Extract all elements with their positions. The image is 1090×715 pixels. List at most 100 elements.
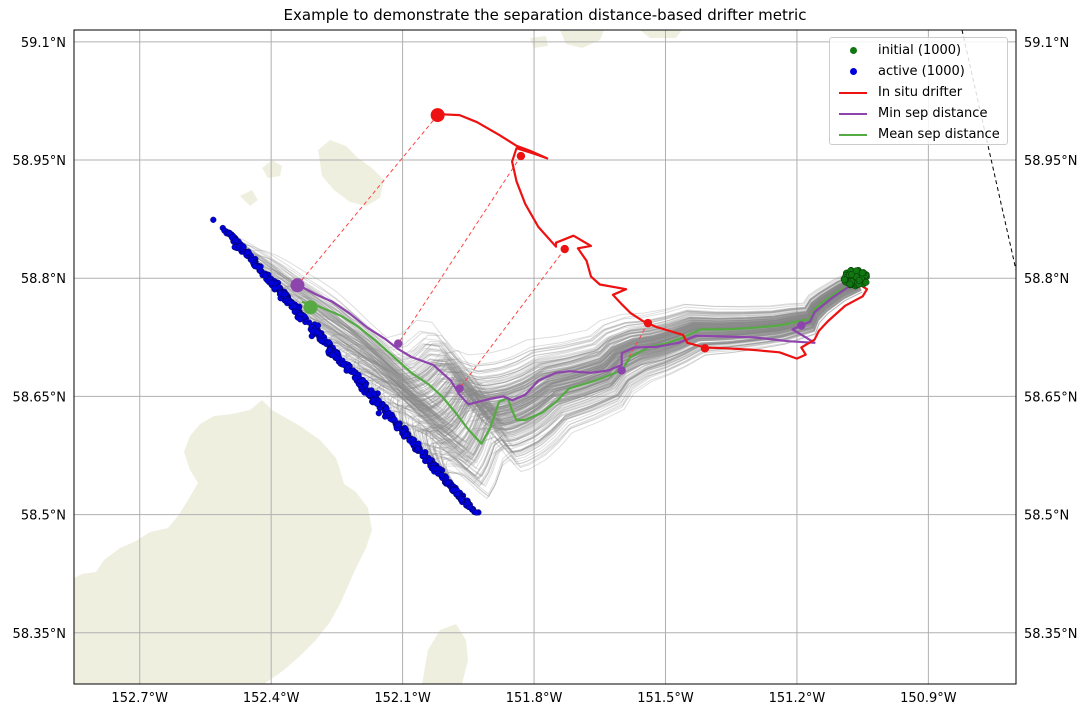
min-sep-marker [455,384,464,393]
initial-particle [846,280,854,288]
legend-label: initial (1000) [878,43,962,58]
legend-swatch [836,47,870,54]
particle-track [356,280,859,421]
particle-track [347,285,861,438]
particle-track [328,283,860,420]
particle-track [281,284,860,414]
lat-tick-label-left: 58.5°N [21,509,66,524]
particle-track [378,285,861,449]
particle-track [395,280,859,439]
particle-track [345,273,856,388]
particle-track [417,278,858,473]
active-particle [426,457,433,464]
particle-track [384,284,860,447]
separation-link [397,155,522,344]
particle-track [370,279,858,422]
particle-track [426,287,861,479]
particle-track [368,280,858,424]
particle-track [277,284,860,411]
particle-track [257,264,858,384]
particle-track [414,280,859,467]
active-particle [371,390,378,397]
particle-track [401,286,861,464]
particle-track [248,255,859,394]
min-sep-marker [797,321,806,330]
lon-tick-label: 152.1°W [374,691,431,706]
min-sep-marker [394,339,403,348]
chart-title: Example to demonstrate the separation di… [283,6,807,24]
particle-track [347,284,860,432]
particle-track [407,280,859,456]
particle-track [413,284,860,463]
path-markers [290,108,806,393]
particle-track [237,241,859,393]
legend-dot [849,68,857,75]
particle-track [376,279,858,426]
active-particle [391,416,398,423]
particle-track [397,276,857,445]
particle-track [361,286,861,444]
legend-entry: In situ drifter [836,82,1001,103]
particle-track [348,283,860,428]
particle-track [271,281,861,421]
particle-track [343,279,858,409]
lon-tick-label: 151.8°W [506,691,563,706]
particle-track [330,284,860,424]
particle-track [356,283,860,433]
particle-track [256,264,861,419]
particle-track [425,279,858,485]
particle-track [281,274,856,372]
particle-track [269,278,858,394]
particle-track [425,278,858,487]
land-southwest-coast [74,400,372,684]
particle-track [428,283,860,485]
particle-track [308,283,860,414]
axis-ticks: 152.7°W 152.4°W 152.1°W 151.8°W 151.5°W 151.2… [13,36,1078,706]
particle-track [288,279,858,396]
particle-track [387,279,858,429]
particle-track [435,287,861,488]
lat-tick-label-left: 58.35°N [13,627,66,642]
active-particle [449,486,456,494]
active-particle [473,509,480,516]
particle-track [373,282,860,437]
particle-track [315,278,857,394]
lat-tick-label-right: 58.8°N [1024,272,1069,287]
in-situ-marker [560,244,569,254]
initial-particle [848,271,855,278]
lat-tick-label-right: 58.95°N [1024,154,1077,169]
in-situ-marker [643,318,653,328]
particle-track [369,288,862,459]
particle-track [442,286,861,502]
lon-tick-label: 150.9°W [900,691,957,706]
particle-track [346,281,859,418]
particle-track [424,278,858,487]
particle-track [302,278,858,392]
active-particle [395,422,402,429]
active-particle [409,436,416,443]
active-particle [271,285,278,292]
particle-track [362,285,860,441]
particle-track [422,287,861,477]
particle-track [266,275,860,410]
particle-track [251,258,857,378]
particle-track [238,242,858,389]
particle-track [246,252,857,373]
active-particle [373,400,381,407]
particle-track [330,280,859,410]
particle-track [421,287,861,477]
active-particle [297,316,304,323]
particle-track [357,283,860,434]
in-situ-marker [700,344,710,353]
particle-track [300,284,860,417]
particle-track [305,276,857,387]
legend-label: In situ drifter [878,85,963,100]
particle-track [310,287,861,430]
particle-track [280,280,859,399]
particle-track [363,282,859,430]
particle-track [300,283,860,411]
particle-track [440,283,860,505]
particle-track [264,273,859,396]
particle-track [317,278,858,397]
particle-track [382,275,856,425]
